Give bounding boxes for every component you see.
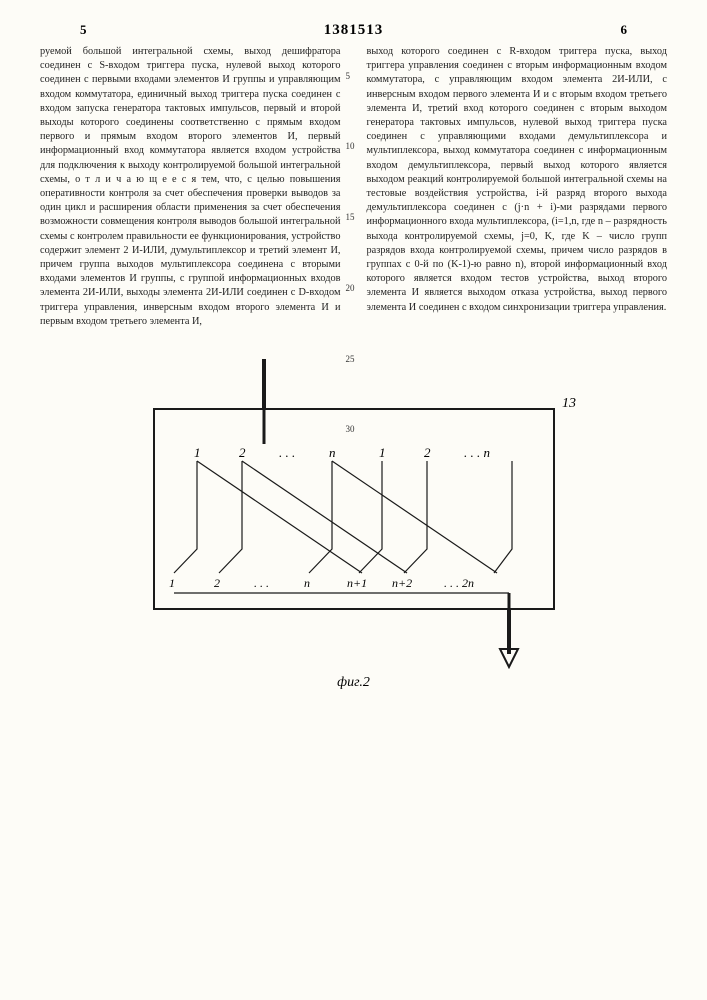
figure-label-13: 13 bbox=[562, 396, 576, 411]
header-row: 5 1381513 6 bbox=[40, 22, 667, 39]
page-number-right: 6 bbox=[621, 22, 628, 38]
line-num: 10 bbox=[346, 142, 355, 151]
line-num: 5 bbox=[346, 72, 351, 81]
bottom-label: n bbox=[304, 576, 310, 590]
top-label: 1 bbox=[379, 445, 386, 460]
top-label: . . . bbox=[279, 445, 295, 460]
column-left: руемой большой интегральной схемы, выход… bbox=[40, 45, 341, 329]
page: 5 1381513 6 руемой большой интегральной … bbox=[0, 0, 707, 1000]
bottom-label: . . . bbox=[254, 576, 269, 590]
bottom-label: 1 bbox=[169, 576, 175, 590]
bottom-label: n+1 bbox=[347, 576, 367, 590]
top-label: 1 bbox=[194, 445, 201, 460]
figure-2-svg: 13 1 2 . . . n 1 2 . . . n bbox=[114, 349, 594, 669]
bottom-label: . . . 2n bbox=[444, 576, 474, 590]
line-num: 30 bbox=[346, 425, 355, 434]
figure-caption: фиг.2 bbox=[337, 675, 370, 691]
patent-number: 1381513 bbox=[324, 22, 384, 39]
line-num: 25 bbox=[346, 355, 355, 364]
line-num: 20 bbox=[346, 284, 355, 293]
mux-lines bbox=[174, 461, 512, 573]
top-label: 2 bbox=[424, 445, 431, 460]
top-label: 2 bbox=[239, 445, 246, 460]
figure-2: 13 1 2 . . . n 1 2 . . . n bbox=[40, 349, 667, 691]
bottom-label: n+2 bbox=[392, 576, 412, 590]
column-right: выход которого соединен с R-входом тригг… bbox=[367, 45, 668, 329]
top-label: . . . n bbox=[464, 445, 490, 460]
page-number-left: 5 bbox=[80, 22, 87, 38]
line-num: 15 bbox=[346, 213, 355, 222]
bottom-label: 2 bbox=[214, 576, 220, 590]
top-label: n bbox=[329, 445, 336, 460]
